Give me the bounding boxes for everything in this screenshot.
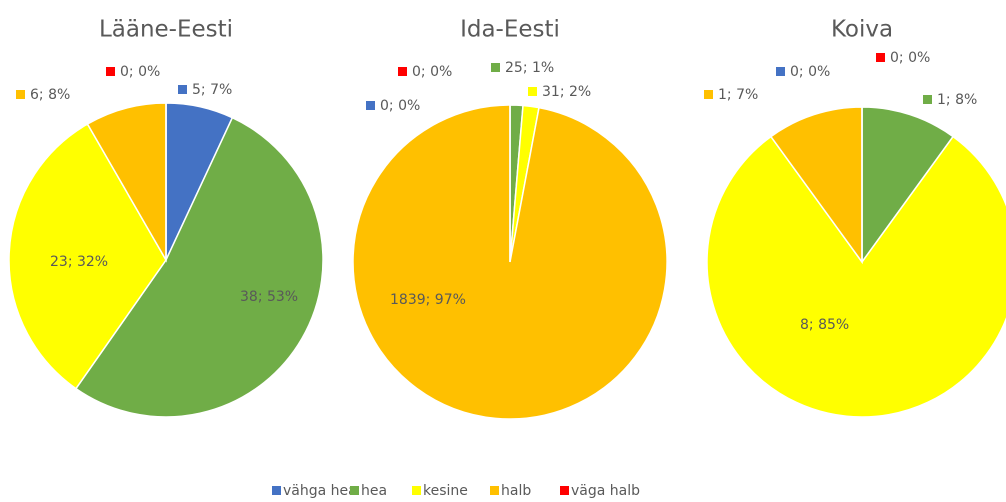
pie-slice [8,123,167,390]
label-key [528,87,537,96]
legend-key [412,486,421,495]
data-label: 0; 0% [790,64,830,80]
legend-key [350,486,359,495]
legend-label: kesine [423,483,468,499]
legend-key [272,486,281,495]
data-label: 38; 53% [240,289,298,305]
pie-slice [769,106,863,265]
data-label: 0; 0% [120,64,160,80]
data-label: 1; 7% [718,87,758,103]
data-label: 23; 32% [50,254,108,270]
pie-slice [706,135,1006,418]
data-label: 5; 7% [192,82,232,98]
data-label: 1839; 97% [390,292,466,308]
pie-slice [74,116,324,418]
chart-title: Ida-Eesti [460,17,560,43]
data-label: 1; 8% [937,92,977,108]
chart-title: Koiva [831,17,893,43]
chart-title: Lääne-Eesti [99,17,233,43]
label-key [16,90,25,99]
legend-label: halb [501,483,531,499]
label-key [366,101,375,110]
legend-label: vähga hea [283,483,357,499]
data-label: 6; 8% [30,87,70,103]
pie-slice [861,106,955,265]
data-label: 0; 0% [412,64,452,80]
legend-label: väga halb [571,483,640,499]
label-key [876,53,885,62]
data-label: 0; 0% [890,50,930,66]
data-label: 8; 85% [800,317,849,333]
label-key [776,67,785,76]
legend-key [490,486,499,495]
label-key [106,67,115,76]
label-key [923,95,932,104]
label-key [491,63,500,72]
label-key [704,90,713,99]
label-key [398,67,407,76]
data-label: 31; 2% [542,84,591,100]
data-label: 0; 0% [380,98,420,114]
label-key [178,85,187,94]
legend-label: hea [361,483,387,499]
data-label: 25; 1% [505,60,554,76]
legend-key [560,486,569,495]
